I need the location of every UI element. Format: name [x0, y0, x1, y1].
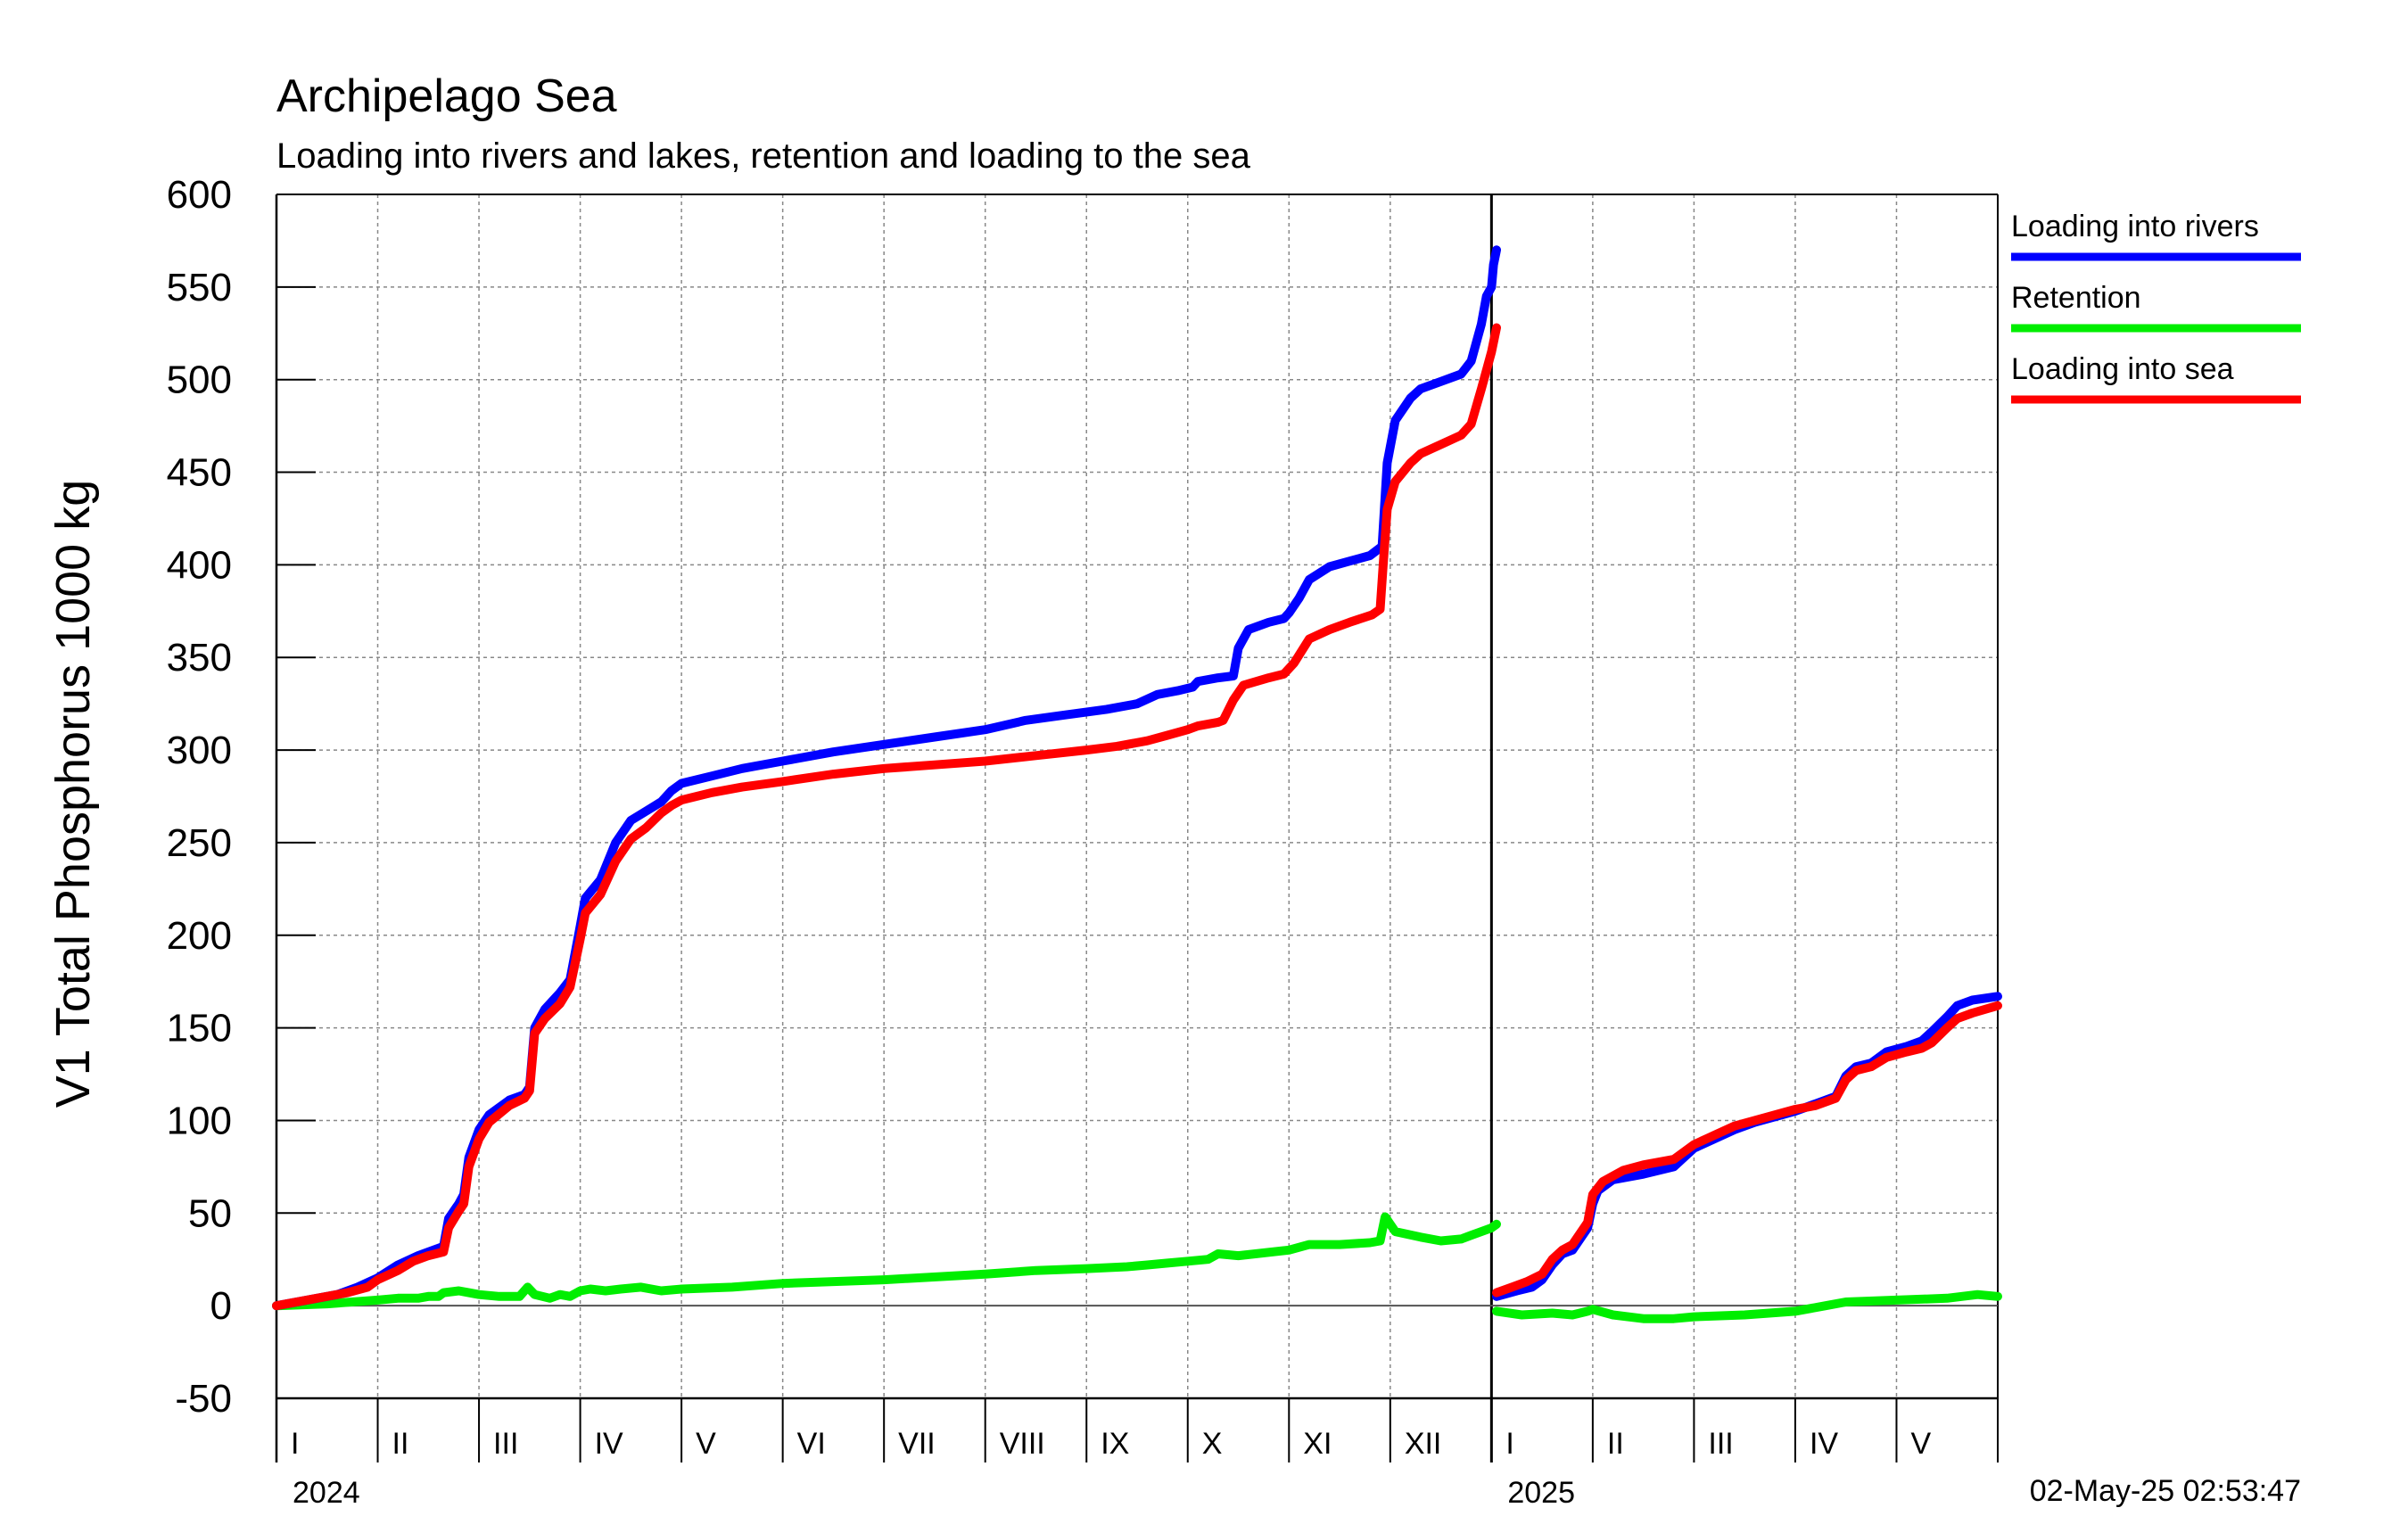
month-label: I — [1505, 1427, 1513, 1461]
y-tick-label: 200 — [167, 914, 232, 958]
y-tick-label: 350 — [167, 636, 232, 680]
month-label: II — [1607, 1427, 1624, 1461]
y-tick-label: 250 — [167, 821, 232, 865]
y-tick-label: 550 — [167, 266, 232, 309]
series-line-retention — [1492, 1289, 2002, 1323]
y-tick-label: -50 — [175, 1377, 232, 1421]
series-line-loading-into-sea — [1492, 1001, 2002, 1298]
y-tick-label: 300 — [167, 729, 232, 772]
y-tick-label: 400 — [167, 543, 232, 587]
series-line-loading-into-sea — [272, 323, 1501, 1311]
year-label: 2025 — [1507, 1476, 1575, 1510]
chart-title: Archipelago Sea — [276, 70, 617, 122]
month-label: IX — [1101, 1427, 1129, 1461]
month-label: V — [1910, 1427, 1931, 1461]
y-tick-label: 100 — [167, 1099, 232, 1142]
month-label: IV — [595, 1427, 623, 1461]
month-label: II — [392, 1427, 409, 1461]
month-label: V — [696, 1427, 716, 1461]
y-tick-label: 500 — [167, 358, 232, 402]
y-tick-label: 600 — [167, 173, 232, 217]
y-axis-label: V1 Total Phosphorus 1000 kg — [46, 480, 100, 1108]
legend-label: Loading into sea — [2011, 352, 2234, 386]
y-tick-label: 50 — [188, 1191, 232, 1235]
chart-subtitle: Loading into rivers and lakes, retention… — [276, 136, 1251, 176]
series-line-loading-into-rivers — [1492, 992, 2002, 1301]
legend-label: Retention — [2011, 281, 2141, 315]
axes — [275, 194, 1999, 1462]
timestamp: 02-May-25 02:53:47 — [2030, 1474, 2301, 1508]
series-line-loading-into-rivers — [272, 245, 1501, 1311]
month-label: VI — [797, 1427, 826, 1461]
month-label: X — [1202, 1427, 1223, 1461]
month-label: XI — [1303, 1427, 1332, 1461]
series-lines — [272, 245, 2002, 1323]
month-label: VII — [898, 1427, 936, 1461]
month-label: I — [291, 1427, 299, 1461]
y-tick-label: 150 — [167, 1007, 232, 1050]
grid-lines — [276, 194, 1998, 1398]
y-tick-label: 0 — [210, 1284, 232, 1328]
legend-label: Loading into rivers — [2011, 210, 2259, 243]
month-label: III — [1708, 1427, 1733, 1461]
month-label: XII — [1405, 1427, 1442, 1461]
month-label: IV — [1810, 1427, 1838, 1461]
series-line-retention — [272, 1212, 1501, 1311]
year-label: 2024 — [293, 1476, 360, 1510]
legend: Loading into rivers Retention Loading into… — [2011, 210, 2301, 404]
month-label: VIII — [1000, 1427, 1045, 1461]
y-tick-label: 450 — [167, 451, 232, 495]
month-label: III — [493, 1427, 518, 1461]
